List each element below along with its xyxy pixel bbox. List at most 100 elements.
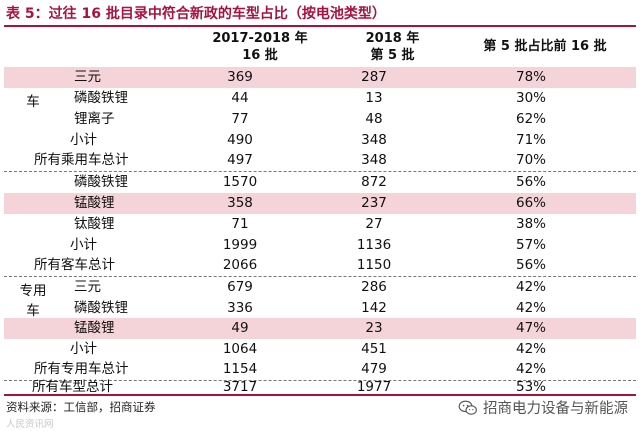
table-title: 表 5：过往 16 批目录中符合新政的车型占比（按电池类型） <box>6 6 386 22</box>
watermark-text: 招商电力设备与新能源 <box>483 401 628 417</box>
row-value-batch5: 23 <box>365 320 383 336</box>
row-value-16batch: 49 <box>231 320 249 336</box>
row-value-batch5: 142 <box>361 300 387 316</box>
row-value-ratio: 70% <box>515 152 546 168</box>
group-special-line2: 车 <box>26 303 40 319</box>
header-col-ratio: 第 5 批占比前 16 批 <box>455 27 635 66</box>
row-value-ratio: 62% <box>515 111 546 127</box>
row-value-16batch: 1999 <box>222 237 258 253</box>
row-value-ratio: 56% <box>515 174 546 190</box>
row-value-16batch: 369 <box>227 69 253 85</box>
row-value-batch5: 286 <box>361 279 387 295</box>
row-value-ratio: 30% <box>515 90 546 106</box>
row-value-16batch: 1570 <box>222 174 258 190</box>
table-row: 所有专用车总计 1154 479 42% <box>4 359 636 380</box>
row-value-batch5: 872 <box>361 174 387 190</box>
row-value-16batch: 679 <box>227 279 253 295</box>
table-row: 小计 1064 451 42% <box>4 339 636 360</box>
row-value-16batch: 1154 <box>222 361 258 377</box>
row-value-batch5: 237 <box>361 195 387 211</box>
group-separator <box>4 276 636 277</box>
row-label: 磷酸铁锂 <box>74 90 128 106</box>
table-row: 磷酸铁锂 336 142 42% <box>4 298 636 319</box>
row-value-batch5: 1136 <box>356 237 392 253</box>
row-value-batch5: 348 <box>361 132 387 148</box>
row-value-ratio: 47% <box>515 320 546 336</box>
row-value-batch5: 479 <box>361 361 387 377</box>
table-row: 磷酸铁锂 44 13 30% <box>4 88 636 109</box>
row-value-16batch: 2066 <box>222 257 258 273</box>
row-label: 锂离子 <box>74 111 115 127</box>
row-value-16batch: 77 <box>231 111 249 127</box>
row-label: 三元 <box>74 279 101 295</box>
row-value-batch5: 27 <box>365 216 383 232</box>
header-col2-line1: 2018 年 <box>365 30 420 46</box>
row-label: 所有车型总计 <box>32 379 113 395</box>
row-label: 三元 <box>74 69 101 85</box>
row-value-ratio: 56% <box>515 257 546 273</box>
row-value-batch5: 451 <box>361 341 387 357</box>
row-value-batch5: 48 <box>365 111 383 127</box>
row-value-ratio: 42% <box>515 341 546 357</box>
row-value-ratio: 78% <box>515 69 546 85</box>
row-value-16batch: 497 <box>227 152 253 168</box>
row-value-16batch: 336 <box>227 300 253 316</box>
header-col1-line1: 2017-2018 年 <box>212 30 308 46</box>
watermark: 招商电力设备与新能源 <box>458 397 628 418</box>
header-col-2017-2018: 2017-2018 年 16 批 <box>180 27 340 66</box>
table-row: 小计 1999 1136 57% <box>4 235 636 256</box>
row-label: 小计 <box>70 341 97 357</box>
row-value-ratio: 53% <box>515 379 546 395</box>
header-col2-line2: 第 5 批 <box>370 47 415 63</box>
table-row: 锰酸锂 358 237 66% <box>4 193 636 214</box>
wechat-icon <box>458 400 477 415</box>
group-passenger-line2: 车 <box>26 94 40 110</box>
table-row: 小计 490 348 71% <box>4 130 636 151</box>
table-row: 三元 369 287 78% <box>4 67 636 88</box>
source-note: 资料来源：工信部，招商证券 <box>6 400 156 414</box>
watermark-left: 人民资讯网 <box>6 419 54 430</box>
table-row: 磷酸铁锂 1570 872 56% <box>4 172 636 193</box>
table-row: 三元 679 286 42% <box>4 277 636 298</box>
row-value-16batch: 71 <box>231 216 249 232</box>
row-value-16batch: 358 <box>227 195 253 211</box>
row-label: 小计 <box>70 237 97 253</box>
row-value-ratio: 42% <box>515 361 546 377</box>
row-value-batch5: 1150 <box>356 257 392 273</box>
row-value-batch5: 13 <box>365 90 383 106</box>
row-value-16batch: 490 <box>227 132 253 148</box>
header-col3-label: 第 5 批占比前 16 批 <box>483 39 607 54</box>
table-row: 钛酸锂 71 27 38% <box>4 214 636 235</box>
row-label: 所有专用车总计 <box>34 361 129 377</box>
table-row: 所有客车总计 2066 1150 56% <box>4 255 636 276</box>
row-value-ratio: 42% <box>515 300 546 316</box>
row-value-ratio: 71% <box>515 132 546 148</box>
row-value-16batch: 1064 <box>222 341 258 357</box>
row-label: 所有客车总计 <box>34 257 115 273</box>
table-row: 锂离子 77 48 62% <box>4 109 636 130</box>
row-value-16batch: 3717 <box>222 379 258 395</box>
row-value-ratio: 57% <box>515 237 546 253</box>
table-row: 锰酸锂 49 23 47% <box>4 318 636 339</box>
row-value-batch5: 287 <box>361 69 387 85</box>
row-label: 所有乘用车总计 <box>34 152 129 168</box>
row-value-ratio: 38% <box>515 216 546 232</box>
row-value-ratio: 42% <box>515 279 546 295</box>
bottom-rule <box>4 394 636 396</box>
row-label: 锰酸锂 <box>74 195 115 211</box>
group-special-line1: 专用 <box>19 283 47 299</box>
group-separator <box>4 380 636 381</box>
row-value-ratio: 66% <box>515 195 546 211</box>
group-separator <box>4 171 636 172</box>
group-label-special: 专用 车 <box>14 281 52 321</box>
row-label: 锰酸锂 <box>74 320 115 336</box>
row-value-16batch: 44 <box>231 90 249 106</box>
header-col1-line2: 16 批 <box>242 47 278 63</box>
top-rule <box>4 25 636 27</box>
row-value-batch5: 348 <box>361 152 387 168</box>
row-label: 钛酸锂 <box>74 216 115 232</box>
row-value-batch5: 1977 <box>356 379 392 395</box>
row-label: 磷酸铁锂 <box>74 174 128 190</box>
table-row-grand-total: 所有车型总计 3717 1977 53% <box>4 378 636 395</box>
row-label: 磷酸铁锂 <box>74 300 128 316</box>
